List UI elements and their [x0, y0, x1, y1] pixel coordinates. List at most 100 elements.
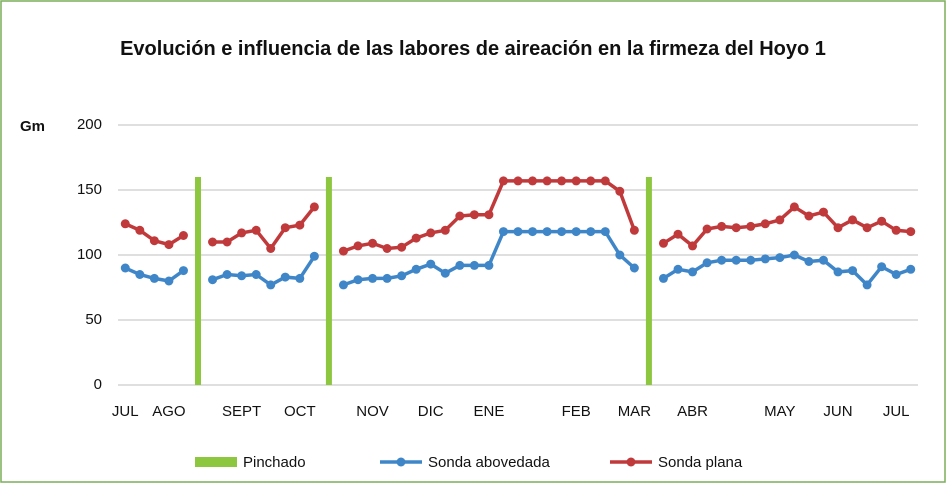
marker [862, 223, 872, 233]
marker [469, 210, 479, 220]
marker [382, 244, 392, 253]
marker [280, 223, 290, 233]
marker [222, 270, 232, 279]
marker [775, 253, 785, 263]
legend-swatch [195, 457, 237, 467]
x-tick-label: OCT [284, 403, 316, 420]
x-tick-label: MAY [764, 403, 795, 420]
marker [877, 216, 887, 226]
marker [600, 176, 610, 186]
marker [717, 221, 727, 231]
marker [237, 228, 247, 238]
legend-label: Sonda plana [658, 454, 743, 471]
marker [411, 233, 421, 243]
marker [484, 260, 494, 270]
marker [557, 176, 567, 186]
marker [280, 272, 290, 282]
marker [862, 280, 872, 290]
x-tick-label: JUL [883, 403, 910, 420]
marker [789, 202, 799, 212]
marker [760, 219, 770, 229]
bar [195, 177, 201, 385]
x-tick-label: SEPT [222, 403, 261, 420]
marker [731, 223, 741, 233]
marker [135, 225, 145, 235]
marker [600, 227, 610, 237]
marker [571, 227, 581, 237]
marker [848, 215, 858, 225]
marker [382, 273, 392, 283]
marker [411, 264, 421, 274]
legend-label: Sonda abovedada [428, 454, 550, 471]
marker [440, 225, 450, 235]
x-tick-label: JUL [112, 403, 139, 420]
x-tick-label: JUN [823, 403, 852, 420]
marker [673, 264, 683, 274]
marker [746, 255, 756, 265]
chart-title: Evolución e influencia de las labores de… [120, 38, 826, 60]
marker [440, 268, 450, 278]
marker [615, 250, 625, 260]
marker [818, 207, 828, 217]
marker [309, 202, 319, 212]
marker [120, 219, 130, 229]
marker [295, 220, 305, 230]
marker [295, 273, 305, 283]
marker [528, 227, 538, 237]
marker [833, 223, 843, 233]
marker [571, 176, 581, 186]
marker [397, 242, 407, 252]
marker [498, 176, 508, 186]
bar [325, 177, 332, 385]
marker [120, 263, 130, 273]
marker [353, 241, 363, 251]
marker [658, 238, 668, 248]
y-tick-label: 100 [77, 246, 102, 263]
marker [498, 227, 508, 237]
marker [164, 240, 174, 250]
x-tick-label: NOV [356, 403, 389, 420]
marker [629, 225, 639, 235]
marker [178, 266, 188, 276]
marker [426, 228, 436, 238]
marker [528, 176, 538, 186]
marker [513, 227, 523, 237]
marker [804, 211, 814, 221]
x-tick-label: MAR [618, 403, 652, 420]
marker [775, 215, 785, 225]
marker [673, 229, 683, 239]
marker [178, 231, 188, 240]
y-tick-label: 0 [94, 376, 102, 393]
marker [731, 255, 741, 265]
marker [149, 236, 159, 246]
marker [164, 276, 174, 286]
marker [426, 259, 436, 269]
marker [149, 273, 159, 283]
marker [222, 237, 232, 247]
marker [557, 227, 567, 237]
marker [135, 270, 145, 279]
y-tick-label: 150 [77, 181, 102, 198]
marker [208, 275, 218, 285]
marker [455, 260, 465, 270]
marker [513, 176, 523, 186]
marker [702, 258, 712, 268]
marker [266, 280, 276, 290]
marker [309, 251, 319, 261]
marker [368, 238, 378, 248]
y-axis-label: Gm [20, 118, 45, 135]
y-tick-label: 50 [85, 311, 102, 328]
marker [760, 254, 770, 264]
marker [789, 250, 799, 260]
marker [877, 262, 887, 272]
marker [688, 267, 698, 277]
marker [688, 241, 698, 251]
legend-marker [396, 457, 406, 467]
bar [645, 177, 652, 385]
marker [542, 227, 552, 237]
marker [542, 176, 552, 186]
marker [208, 237, 218, 247]
marker [906, 264, 916, 274]
